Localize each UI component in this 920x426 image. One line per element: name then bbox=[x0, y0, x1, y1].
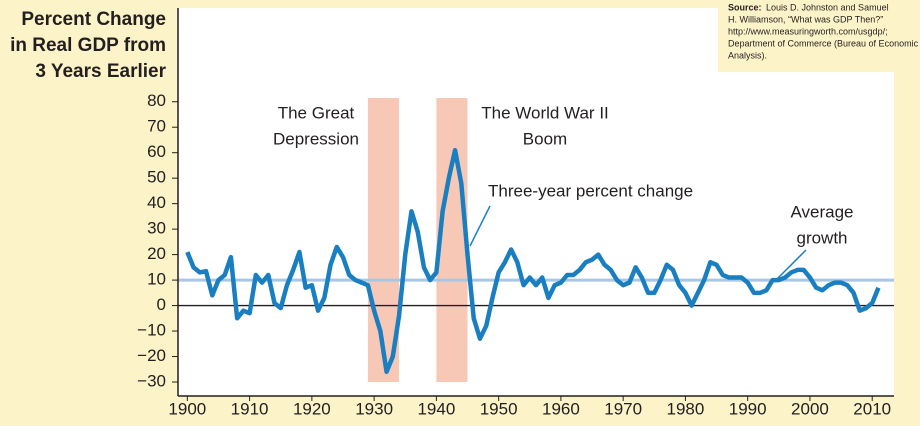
annotation: The World War II bbox=[481, 103, 609, 122]
annotation: Boom bbox=[523, 129, 567, 148]
x-tick-label: 2000 bbox=[791, 399, 829, 418]
y-tick-label: 50 bbox=[147, 168, 166, 187]
pointer bbox=[469, 205, 491, 247]
y-tick-label: 40 bbox=[147, 193, 166, 212]
y-axis-title: 3 Years Earlier bbox=[35, 61, 166, 82]
source-text: Louis D. Johnston and Samuel bbox=[766, 2, 889, 12]
source-label: Source: bbox=[728, 2, 762, 12]
source-text: Analysis). bbox=[728, 50, 767, 60]
x-tick-label: 1920 bbox=[293, 399, 331, 418]
series-label: Three-year percent change bbox=[488, 181, 693, 200]
source-text: Department of Commerce (Bureau of Econom… bbox=[728, 38, 919, 48]
pointer bbox=[775, 249, 807, 281]
y-tick-label: 0 bbox=[157, 295, 166, 314]
x-tick-label: 1900 bbox=[168, 399, 206, 418]
plot-area bbox=[178, 8, 894, 396]
y-tick-label: −30 bbox=[137, 371, 166, 390]
shaded-region bbox=[367, 98, 400, 382]
y-tick-label: −20 bbox=[137, 346, 166, 365]
y-tick-label: 20 bbox=[147, 244, 166, 263]
x-tick-label: 2010 bbox=[853, 399, 891, 418]
annotation: Average bbox=[790, 202, 853, 221]
y-axis-title: in Real GDP from bbox=[10, 35, 166, 56]
y-tick-label: 60 bbox=[147, 142, 166, 161]
y-tick-label: 10 bbox=[147, 270, 166, 289]
x-tick-label: 1910 bbox=[231, 399, 269, 418]
x-tick-label: 1930 bbox=[355, 399, 393, 418]
y-tick-label: 80 bbox=[147, 91, 166, 110]
source-box bbox=[718, 0, 920, 72]
x-tick-label: 1980 bbox=[667, 399, 705, 418]
y-tick-label: 70 bbox=[147, 117, 166, 136]
y-tick-label: −10 bbox=[137, 321, 166, 340]
y-tick-label: 30 bbox=[147, 219, 166, 238]
x-tick-label: 1950 bbox=[480, 399, 518, 418]
annotation: The Great bbox=[278, 103, 355, 122]
series-line bbox=[185, 147, 881, 375]
source-text: http://www.measuringworth.com/usgdp/; bbox=[728, 26, 888, 36]
x-tick-label: 1960 bbox=[542, 399, 580, 418]
y-axis-title: Percent Change bbox=[21, 9, 166, 30]
source-text: H. Williamson, “What was GDP Then?” bbox=[728, 14, 883, 24]
x-tick-label: 1940 bbox=[417, 399, 455, 418]
x-tick-label: 1970 bbox=[604, 399, 642, 418]
annotation: growth bbox=[796, 228, 847, 247]
annotation: Depression bbox=[273, 129, 359, 148]
x-tick-label: 1990 bbox=[729, 399, 767, 418]
